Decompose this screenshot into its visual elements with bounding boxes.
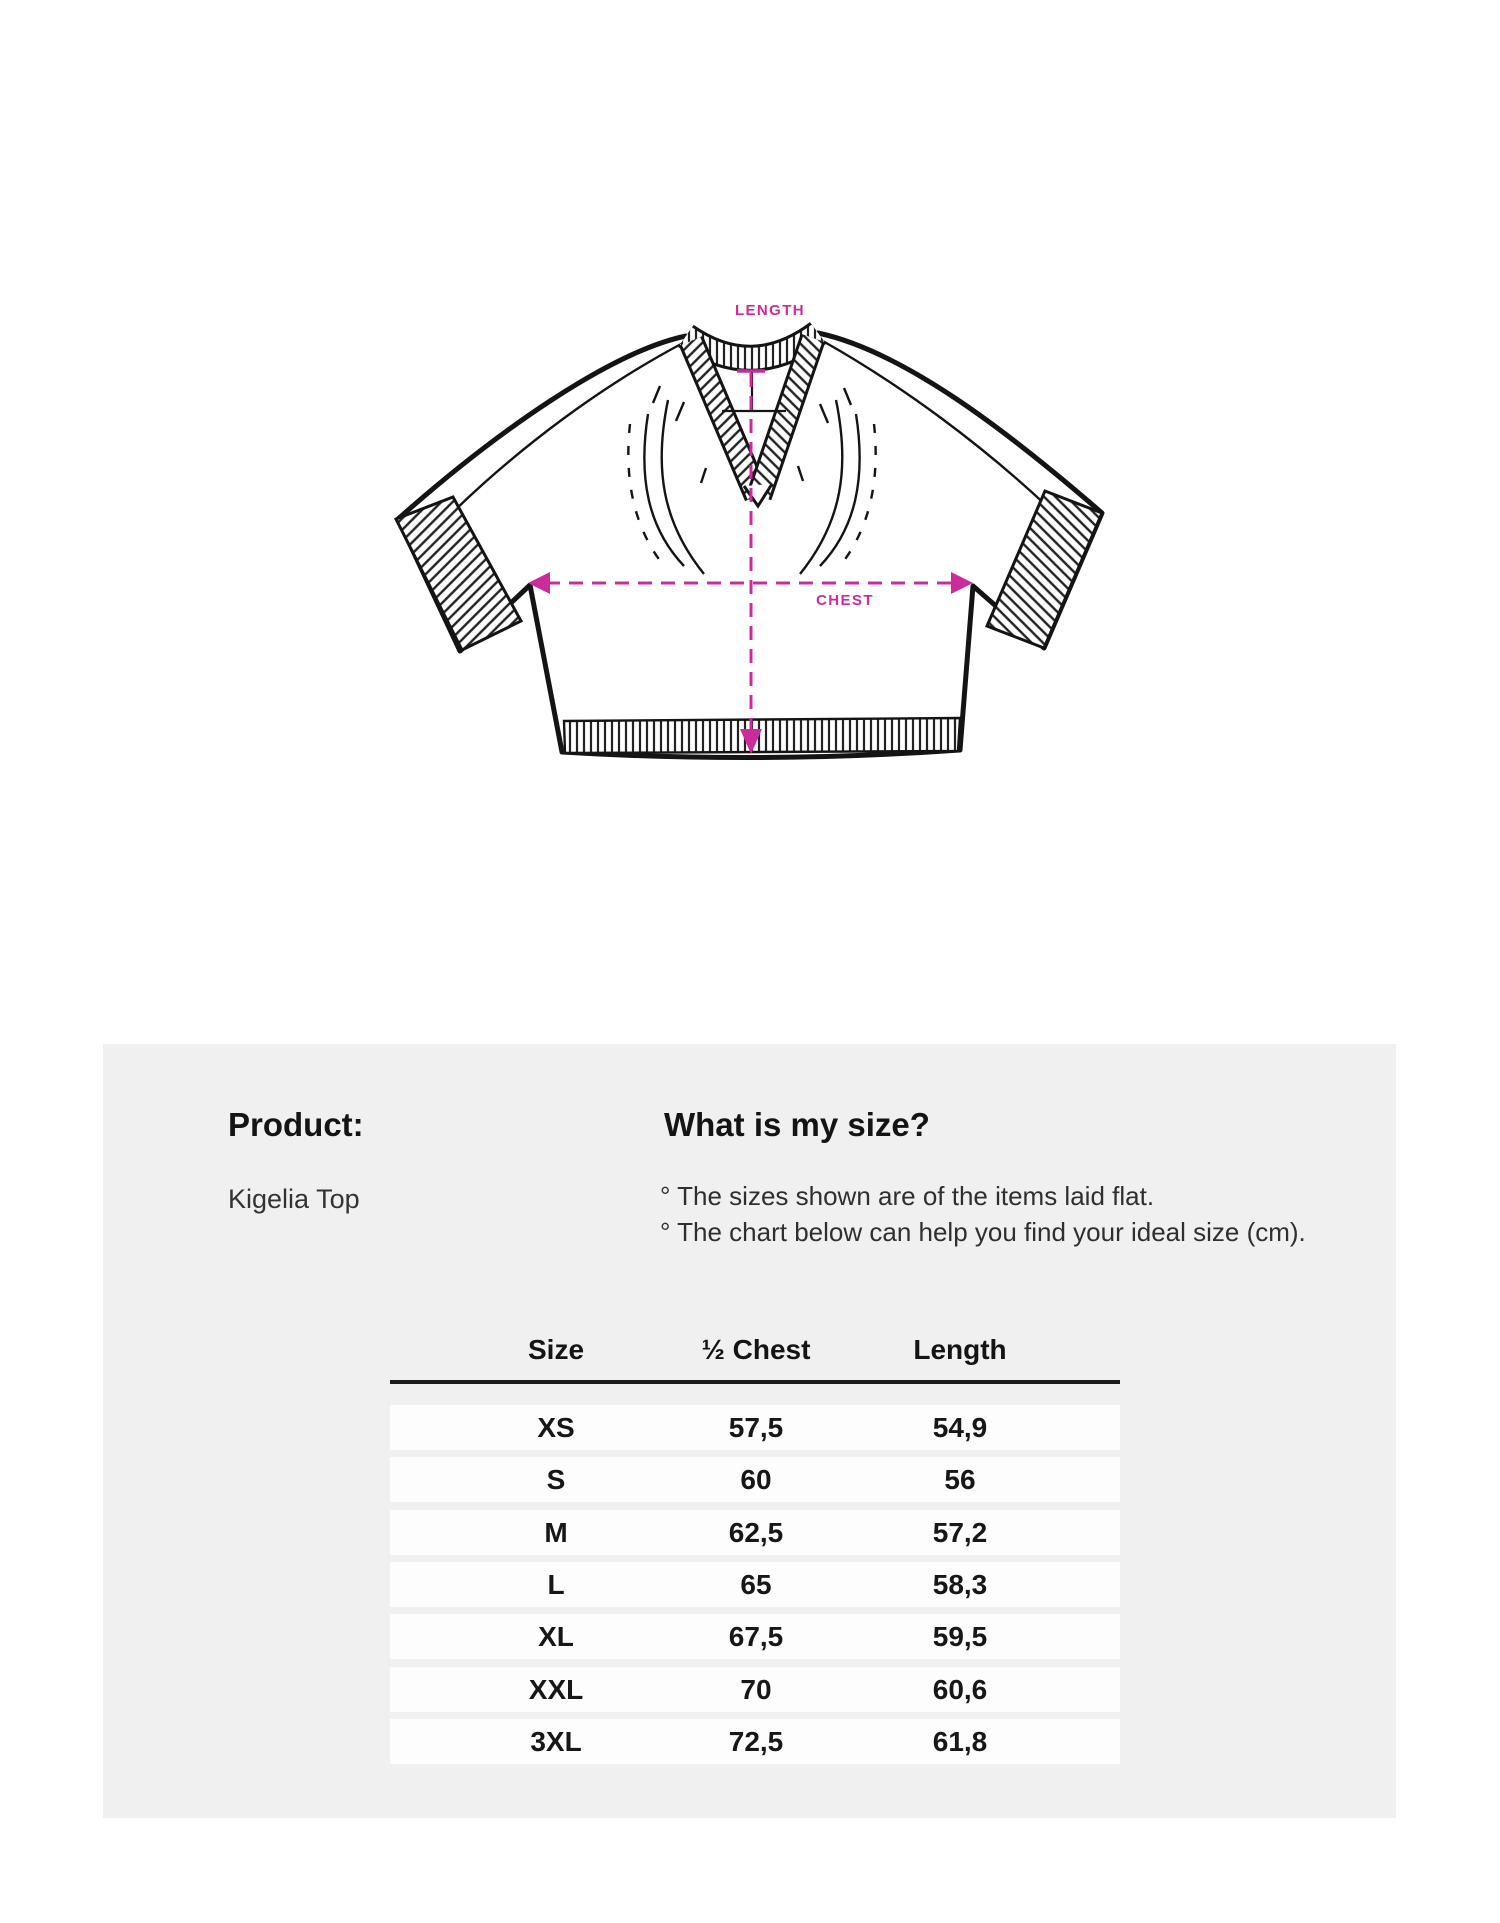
table-row: 3XL 72,5 61,8 [390,1718,1120,1764]
table-cell-length: 61,8 [932,1725,988,1757]
table-cell-length: 60,6 [932,1673,988,1705]
note-line: ° The chart below can help you find your… [660,1217,1306,1247]
size-table: Size ½ Chest Length XS 57,5 54,9 S 60 56 M 62,5… [390,1330,1120,1780]
garment-diagram [393,321,1105,761]
table-cell-half_chest: 60 [740,1464,772,1496]
product-heading: Product: [228,1106,364,1143]
table-cell-half_chest: 70 [740,1673,772,1705]
table-row: XXL 70 60,6 [390,1666,1120,1712]
chest-label: CHEST [816,592,874,609]
table-cell-half_chest: 62,5 [728,1516,784,1548]
table-cell-length: 54,9 [932,1412,988,1443]
note-line: ° The sizes shown are of the items laid … [660,1181,1155,1211]
chest-right-arrowhead-icon [951,572,973,594]
table-row: L 65 58,3 [390,1561,1120,1607]
table-cell-length: 57,2 [932,1516,988,1548]
table-row: XS 57,5 54,9 [390,1405,1120,1450]
chest-left-arrowhead-icon [528,572,550,594]
table-cell-half_chest: 57,5 [728,1412,784,1443]
table-cell-size: S [546,1464,566,1496]
table-cell-size: L [547,1568,565,1600]
column-header-half-chest: ½ Chest [701,1334,811,1365]
size-heading: What is my size? [664,1106,930,1143]
table-cell-half_chest: 65 [740,1568,772,1600]
table-row: S 60 56 [390,1457,1120,1503]
table-cell-size: XL [538,1621,574,1653]
table-cell-half_chest: 67,5 [728,1621,784,1653]
product-name: Kigelia Top [228,1184,360,1214]
table-row: M 62,5 57,2 [390,1509,1120,1555]
column-header-size: Size [527,1334,585,1365]
size-notes: ° The sizes shown are of the items laid … [660,1178,1306,1250]
table-row: XL 67,5 59,5 [390,1614,1120,1660]
table-cell-length: 58,3 [932,1568,988,1600]
table-cell-half_chest: 72,5 [728,1725,784,1757]
column-header-length: Length [913,1334,1007,1365]
table-cell-size: XS [537,1412,575,1443]
table-cell-size: XXL [528,1673,584,1705]
table-cell-size: 3XL [530,1725,582,1757]
table-header-rule [390,1380,1120,1384]
table-cell-size: M [544,1516,568,1548]
length-label: LENGTH [734,302,806,319]
table-cell-length: 59,5 [932,1621,988,1653]
length-arrowhead-icon [740,729,762,754]
table-cell-length: 56 [944,1464,976,1496]
